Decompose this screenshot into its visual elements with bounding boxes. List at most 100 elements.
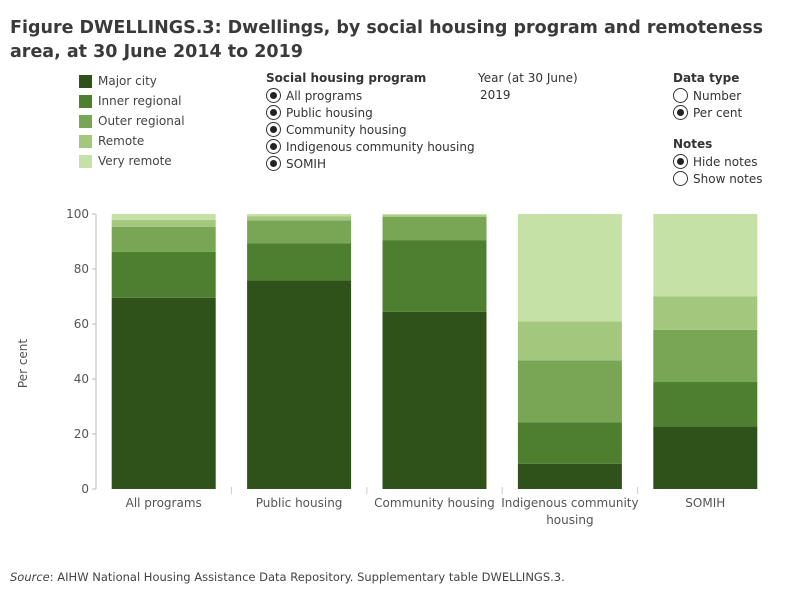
source-text: : AIHW National Housing Assistance Data …	[49, 570, 565, 584]
x-tick-label-line: Indigenous community	[501, 496, 638, 510]
legend-item-major-city: Major city	[79, 71, 185, 91]
legend-item-outer-regional: Outer regional	[79, 111, 185, 131]
data-type-option-label: Per cent	[693, 105, 743, 120]
bar-segment-very-remote	[653, 214, 758, 297]
program-option-label: All programs	[286, 88, 363, 103]
legend-swatch	[79, 134, 92, 148]
legend-label: Inner regional	[98, 94, 182, 108]
x-tick-label-line: Public housing	[256, 496, 343, 510]
radio-selected-icon[interactable]	[673, 154, 688, 169]
data-type-option-number[interactable]: Number	[673, 87, 742, 104]
y-tick-label: 100	[66, 207, 89, 221]
bar-segment-outer-regional	[517, 360, 622, 423]
bar-segment-outer-regional	[247, 220, 352, 244]
program-filter: Social housing program All programs Publ…	[266, 70, 475, 172]
radio-selected-icon[interactable]	[673, 105, 688, 120]
legend-swatch	[79, 74, 92, 88]
data-type-filter: Data type Number Per cent	[673, 70, 742, 121]
bar-segment-very-remote	[247, 214, 352, 217]
legend-item-inner-regional: Inner regional	[79, 91, 185, 111]
bar-segment-remote	[111, 220, 216, 227]
program-option-label: Community housing	[286, 122, 407, 137]
chart-title: Figure DWELLINGS.3: Dwellings, by social…	[10, 18, 764, 62]
bar-segment-inner-regional	[517, 422, 622, 464]
x-tick-label-line: Community housing	[374, 496, 495, 510]
program-option-all-programs[interactable]: All programs	[266, 87, 475, 104]
radio-selected-icon[interactable]	[266, 122, 281, 137]
bar-segment-outer-regional	[653, 329, 758, 383]
year-filter-title: Year (at 30 June)	[478, 71, 578, 85]
legend-label: Major city	[98, 74, 157, 88]
x-tick-label: SOMIH	[685, 496, 725, 510]
bar-segment-major-city	[111, 297, 216, 489]
legend-swatch	[79, 94, 92, 108]
x-tick-label-line: All programs	[126, 496, 202, 510]
bar-segment-remote	[653, 296, 758, 330]
x-tick-label-line: housing	[546, 513, 593, 527]
source-label: Source	[10, 570, 50, 584]
legend-label: Remote	[98, 134, 145, 148]
notes-filter: Notes Hide notes Show notes	[673, 136, 762, 187]
bar-segment-major-city	[653, 426, 758, 489]
data-type-option-per-cent[interactable]: Per cent	[673, 104, 742, 121]
bar-segment-inner-regional	[247, 243, 352, 281]
bar-segment-very-remote	[517, 214, 622, 322]
bar-segment-remote	[382, 215, 487, 217]
radio-unselected-icon[interactable]	[673, 171, 688, 186]
radio-selected-icon[interactable]	[266, 105, 281, 120]
bar-segment-inner-regional	[111, 251, 216, 298]
radio-selected-icon[interactable]	[266, 88, 281, 103]
x-tick-label: Community housing	[374, 496, 495, 510]
data-type-filter-title: Data type	[673, 71, 740, 85]
notes-option-show[interactable]: Show notes	[673, 170, 762, 187]
bar-segment-major-city	[247, 280, 352, 489]
bar-segment-very-remote	[382, 214, 487, 216]
x-tick-label: Public housing	[256, 496, 343, 510]
legend-label: Very remote	[98, 154, 172, 168]
notes-option-hide[interactable]: Hide notes	[673, 153, 762, 170]
x-tick-label: Indigenous community housing	[501, 496, 638, 527]
y-tick-label: 80	[74, 262, 89, 276]
legend-swatch	[79, 154, 92, 168]
radio-unselected-icon[interactable]	[673, 88, 688, 103]
legend-item-remote: Remote	[79, 131, 185, 151]
y-tick-label: 40	[74, 372, 89, 386]
bar-segment-inner-regional	[382, 240, 487, 312]
legend: Major city Inner regional Outer regional…	[79, 71, 185, 171]
legend-label: Outer regional	[98, 114, 185, 128]
y-tick-label: 0	[81, 482, 89, 496]
stacked-bar-chart: 0 20 40 60 80 100 Per cent All programs Public h…	[16, 207, 758, 527]
program-option-somih[interactable]: SOMIH	[266, 155, 475, 172]
bar-segment-very-remote	[111, 214, 216, 221]
notes-filter-title: Notes	[673, 137, 713, 151]
radio-selected-icon[interactable]	[266, 156, 281, 171]
data-type-option-label: Number	[693, 88, 742, 103]
radio-selected-icon[interactable]	[266, 139, 281, 154]
y-tick-label: 60	[74, 317, 89, 331]
y-axis-title: Per cent	[16, 339, 30, 389]
year-filter: Year (at 30 June) 2019	[478, 70, 578, 102]
x-tick-label: All programs	[126, 496, 202, 510]
program-filter-title: Social housing program	[266, 71, 427, 85]
y-tick-label: 20	[74, 427, 89, 441]
bar-segment-major-city	[382, 311, 487, 489]
program-option-community-housing[interactable]: Community housing	[266, 121, 475, 138]
legend-item-very-remote: Very remote	[79, 151, 185, 171]
notes-option-label: Show notes	[693, 171, 763, 186]
source-note: Source: AIHW National Housing Assistance…	[10, 570, 565, 584]
program-option-label: SOMIH	[286, 156, 326, 171]
legend-swatch	[79, 114, 92, 128]
program-option-indigenous-community-housing[interactable]: Indigenous community housing	[266, 138, 475, 155]
notes-option-label: Hide notes	[693, 154, 758, 169]
program-option-public-housing[interactable]: Public housing	[266, 104, 475, 121]
year-value[interactable]: 2019	[480, 88, 511, 102]
bar-segment-inner-regional	[653, 382, 758, 427]
bar-segment-major-city	[517, 463, 622, 489]
program-option-label: Public housing	[286, 105, 373, 120]
bar-segment-remote	[517, 321, 622, 361]
bar-segment-outer-regional	[111, 226, 216, 252]
program-option-label: Indigenous community housing	[286, 139, 475, 154]
bar-segment-remote	[247, 216, 352, 221]
x-tick-label-line: SOMIH	[685, 496, 725, 510]
bar-segment-outer-regional	[382, 216, 487, 241]
